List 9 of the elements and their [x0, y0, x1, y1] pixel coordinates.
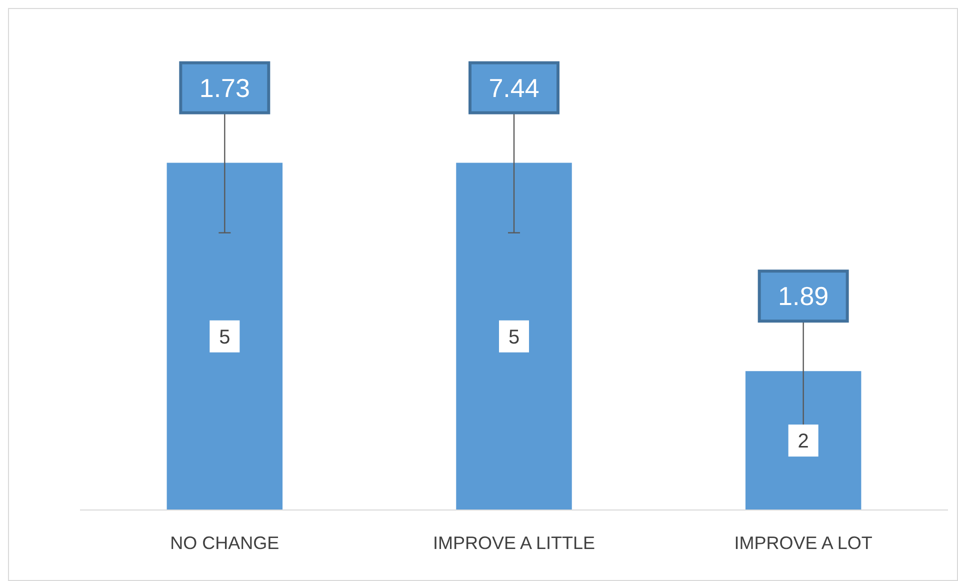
annotation: 1.73 — [199, 72, 250, 103]
x-tick-label: IMPROVE A LITTLE — [432, 533, 596, 553]
annotation: 1.89 — [778, 281, 829, 312]
data-label: 2 — [798, 430, 809, 453]
x-tick-label: IMPROVE A LOT — [734, 533, 872, 553]
x-tick-label: NO CHANGE — [170, 533, 280, 553]
annotation: 7.44 — [488, 72, 540, 103]
data-label: 5 — [508, 326, 520, 348]
data-label: 5 — [219, 326, 230, 348]
